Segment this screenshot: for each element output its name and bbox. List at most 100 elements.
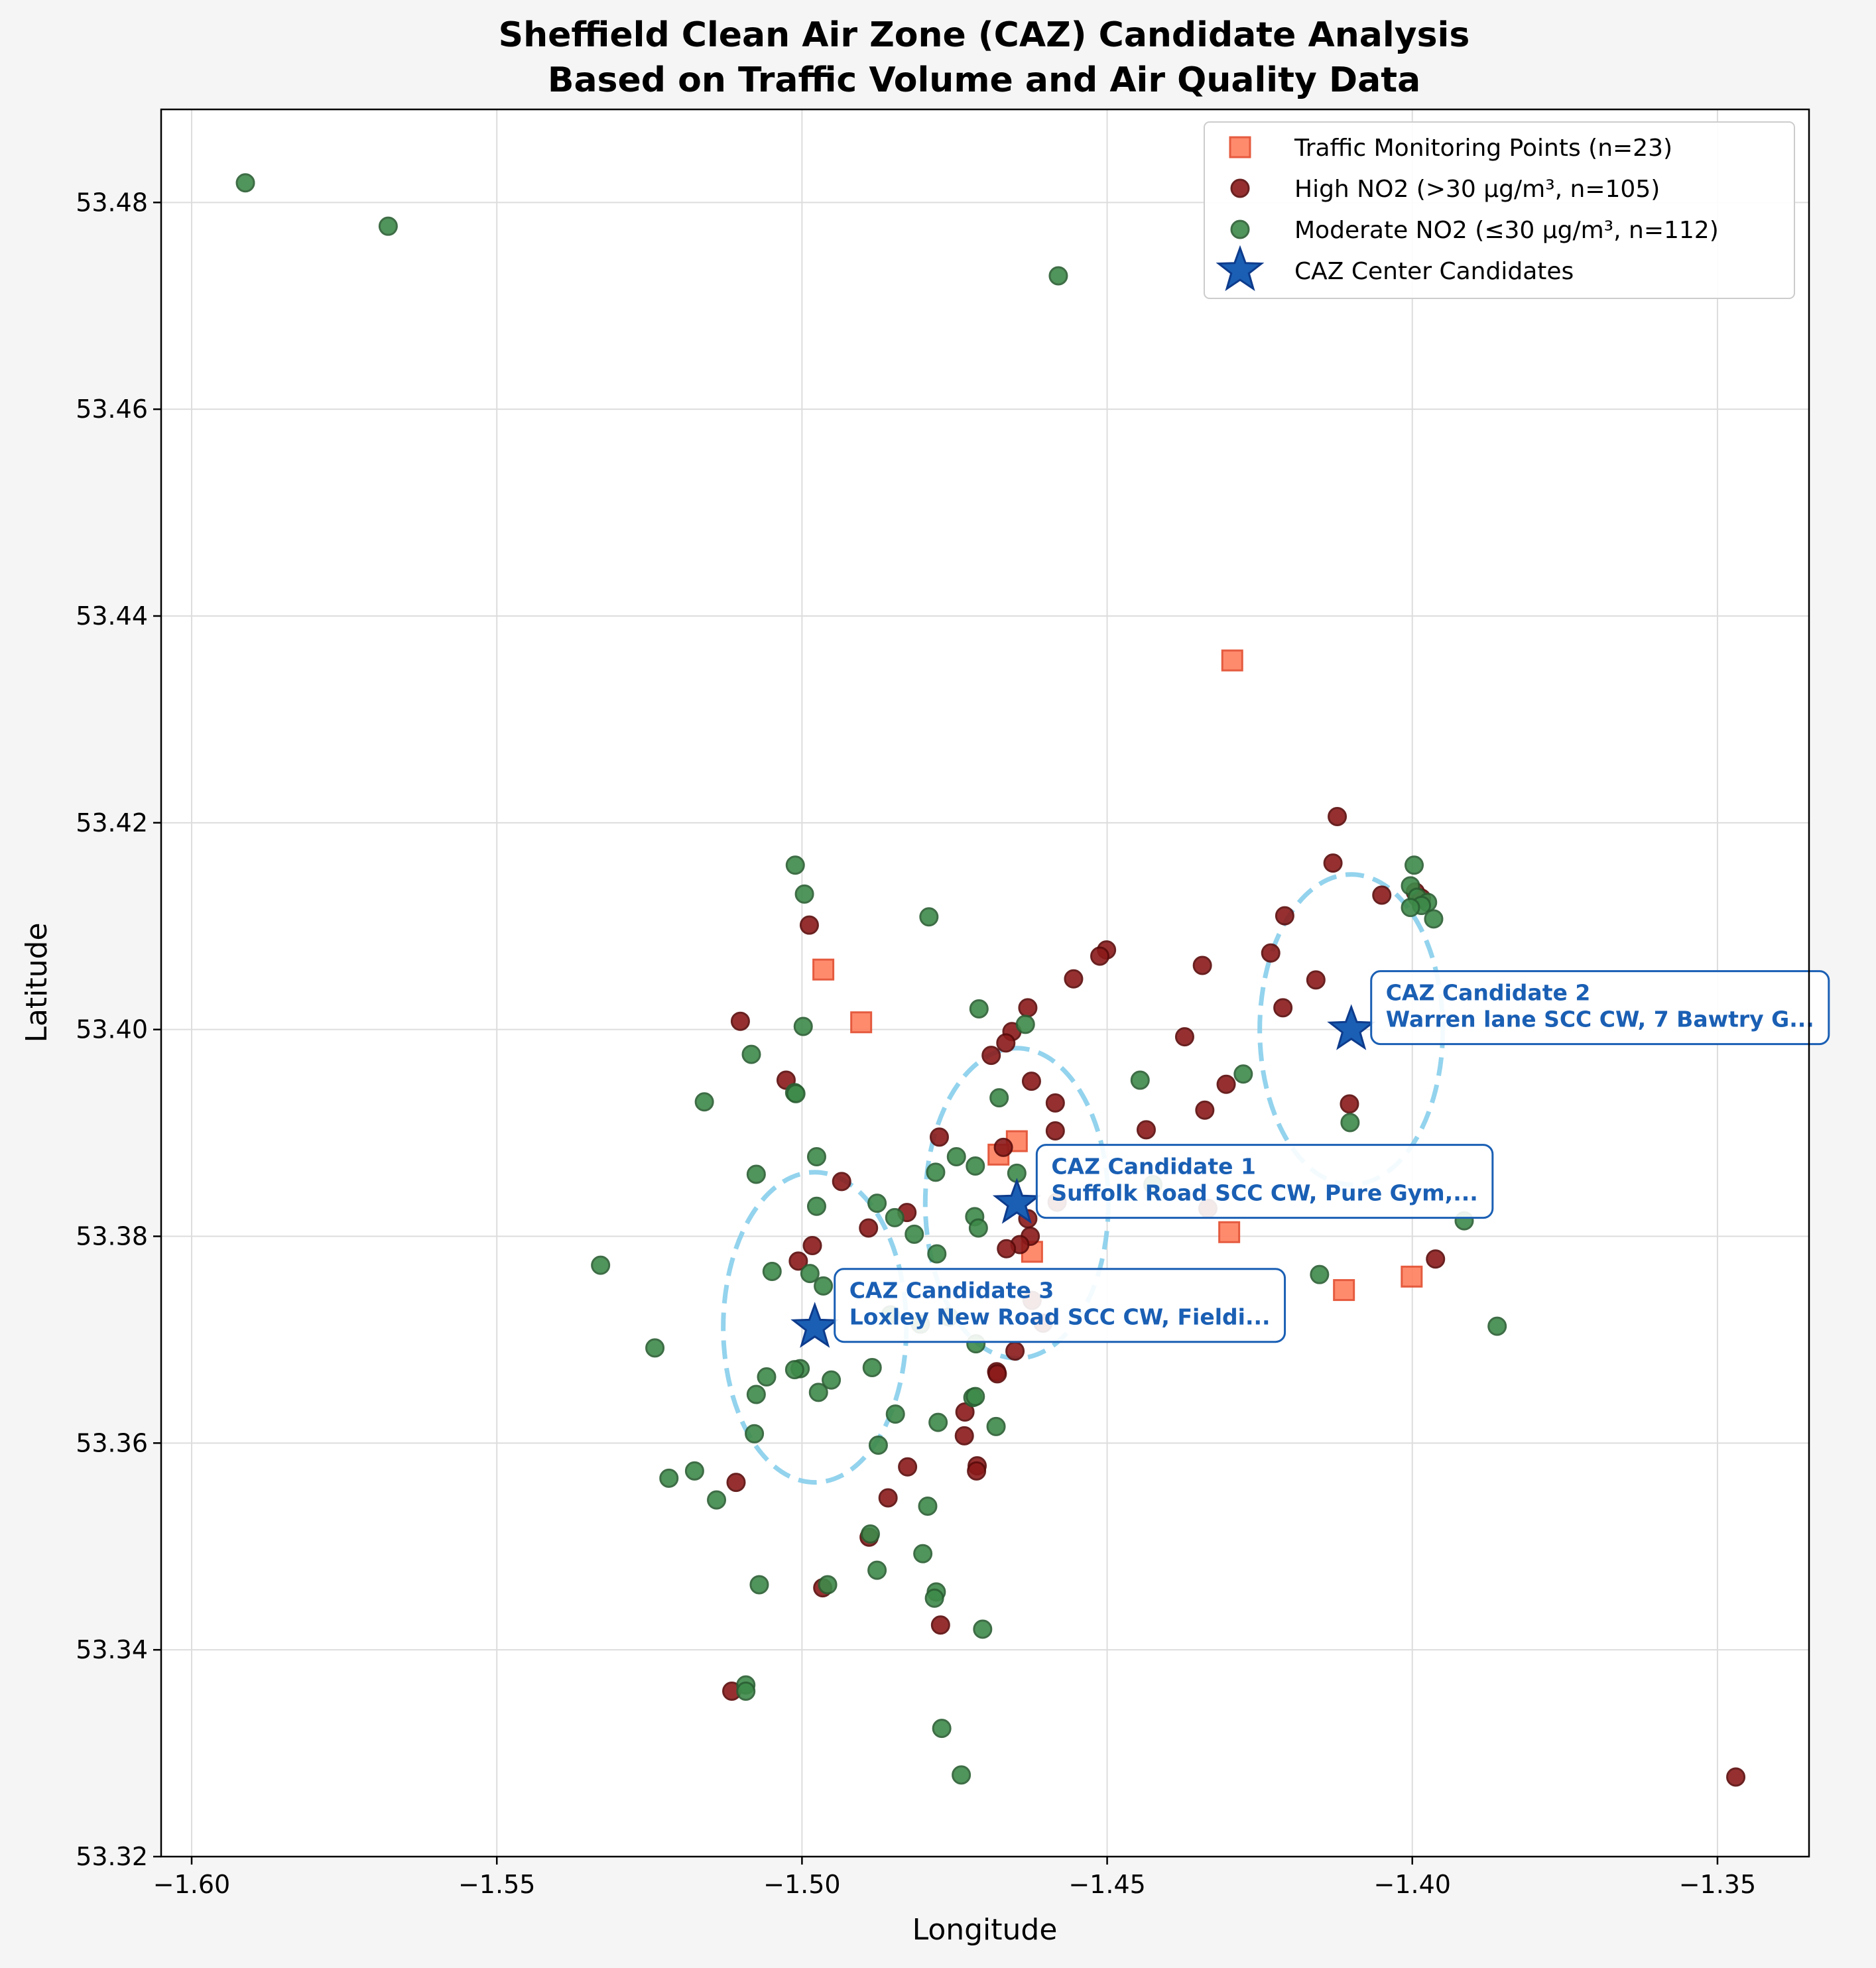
y-tick-label: 53.42 (76, 808, 148, 837)
no2-point (918, 1496, 938, 1516)
no2-point (1261, 943, 1281, 963)
no2-point (786, 1083, 806, 1103)
y-axis-ticks: 53.32 53.34 53.36 53.38 53.40 53.42 53.44 53.46… (76, 188, 161, 1871)
no2-point (860, 1524, 880, 1544)
no2-point (1021, 1072, 1041, 1091)
no2-point (1048, 266, 1068, 286)
no2-point (1328, 806, 1347, 826)
x-tick-label: −1.50 (763, 1870, 840, 1899)
no2-point (993, 1137, 1013, 1157)
no2-point (930, 1615, 950, 1635)
no2-point (968, 1218, 988, 1238)
no2-point (946, 1146, 966, 1166)
no2-point (784, 1360, 804, 1380)
no2-point (913, 1544, 933, 1564)
no2-point (794, 884, 814, 904)
x-axis-label: Longitude (912, 1913, 1058, 1947)
legend-marker (1230, 178, 1250, 198)
no2-point (952, 1765, 971, 1785)
no2-point (868, 1435, 888, 1455)
chart-title: Sheffield Clean Air Zone (CAZ) Candidate… (499, 15, 1470, 55)
no2-point (1424, 909, 1444, 929)
no2-point (684, 1461, 704, 1481)
no2-point (955, 1402, 975, 1422)
x-tick-label: −1.40 (1374, 1870, 1451, 1899)
annotation-location: Suffolk Road SCC CW, Pure Gym,... (1051, 1180, 1477, 1206)
caz-center-star (992, 1178, 1041, 1224)
y-tick-label: 53.40 (76, 1015, 148, 1044)
no2-point (928, 1412, 948, 1432)
no2-point (969, 999, 989, 1018)
no2-point (659, 1468, 679, 1488)
no2-point (885, 1207, 905, 1227)
no2-point (885, 1404, 905, 1424)
no2-point (1090, 946, 1110, 966)
no2-point (802, 1236, 822, 1256)
annotation-box (1035, 1144, 1494, 1219)
annotation-location: Loxley New Road SCC CW, Fieldi... (849, 1304, 1271, 1330)
annotation-title: CAZ Candidate 2 (1386, 980, 1591, 1006)
no2-point (1310, 1264, 1330, 1284)
no2-point (987, 1364, 1007, 1384)
no2-point (1372, 885, 1392, 905)
no2-point (1018, 998, 1038, 1018)
series-circle-group (235, 173, 1507, 1785)
traffic-point (1218, 1221, 1241, 1243)
no2-point (932, 1719, 952, 1739)
chart-subtitle: Based on Traffic Volume and Air Quality … (548, 60, 1420, 100)
no2-point (1216, 1074, 1236, 1094)
y-tick-label: 53.32 (76, 1842, 148, 1871)
no2-point (926, 1162, 946, 1182)
no2-point (859, 1218, 879, 1238)
no2-point (1306, 970, 1326, 990)
y-tick-label: 53.36 (76, 1428, 148, 1457)
no2-point (808, 1383, 828, 1402)
no2-point (788, 1251, 808, 1271)
no2-point (929, 1127, 949, 1147)
legend-label: Traffic Monitoring Points (n=23) (1294, 135, 1672, 162)
legend-marker (1216, 245, 1265, 292)
traffic-point (1221, 649, 1243, 672)
no2-point (757, 1367, 777, 1387)
no2-point (1005, 1341, 1025, 1361)
legend: Traffic Monitoring Points (n=23) High NO2… (1204, 121, 1795, 299)
caz-center-star (1327, 1004, 1376, 1050)
no2-point (800, 1264, 820, 1284)
no2-point (919, 907, 939, 927)
no2-point (986, 1416, 1006, 1436)
x-tick-label: −1.35 (1679, 1870, 1756, 1899)
no2-point (1015, 1015, 1035, 1034)
no2-point (997, 1239, 1017, 1259)
no2-point (694, 1092, 714, 1112)
no2-point (235, 173, 255, 193)
no2-point (799, 915, 819, 935)
no2-point (832, 1172, 851, 1192)
no2-point (806, 1196, 826, 1216)
no2-point (749, 1575, 769, 1595)
legend-box (1204, 121, 1795, 299)
traffic-point (812, 958, 835, 981)
no2-point (1273, 998, 1293, 1018)
no2-point (1323, 853, 1343, 873)
no2-point (867, 1194, 887, 1213)
legend-label: CAZ Center Candidates (1294, 258, 1574, 285)
traffic-point (1401, 1265, 1423, 1288)
plot-frame (160, 108, 1810, 1858)
y-tick-label: 53.44 (76, 601, 148, 631)
no2-point (1340, 1094, 1359, 1114)
no2-point (1064, 969, 1084, 989)
no2-point (785, 855, 805, 875)
legend-marker (1229, 136, 1251, 158)
no2-point (746, 1164, 766, 1184)
data-points (235, 173, 1746, 1787)
x-axis-ticks: −1.60 −1.55 −1.50 −1.45 −1.40 −1.35 (153, 1857, 1756, 1899)
no2-point (867, 1560, 887, 1580)
no2-point (905, 1224, 924, 1244)
no2-point (1340, 1113, 1360, 1133)
traffic-point (850, 1011, 873, 1034)
no2-point (746, 1384, 766, 1404)
no2-point (973, 1619, 993, 1639)
no2-point (1275, 906, 1294, 926)
